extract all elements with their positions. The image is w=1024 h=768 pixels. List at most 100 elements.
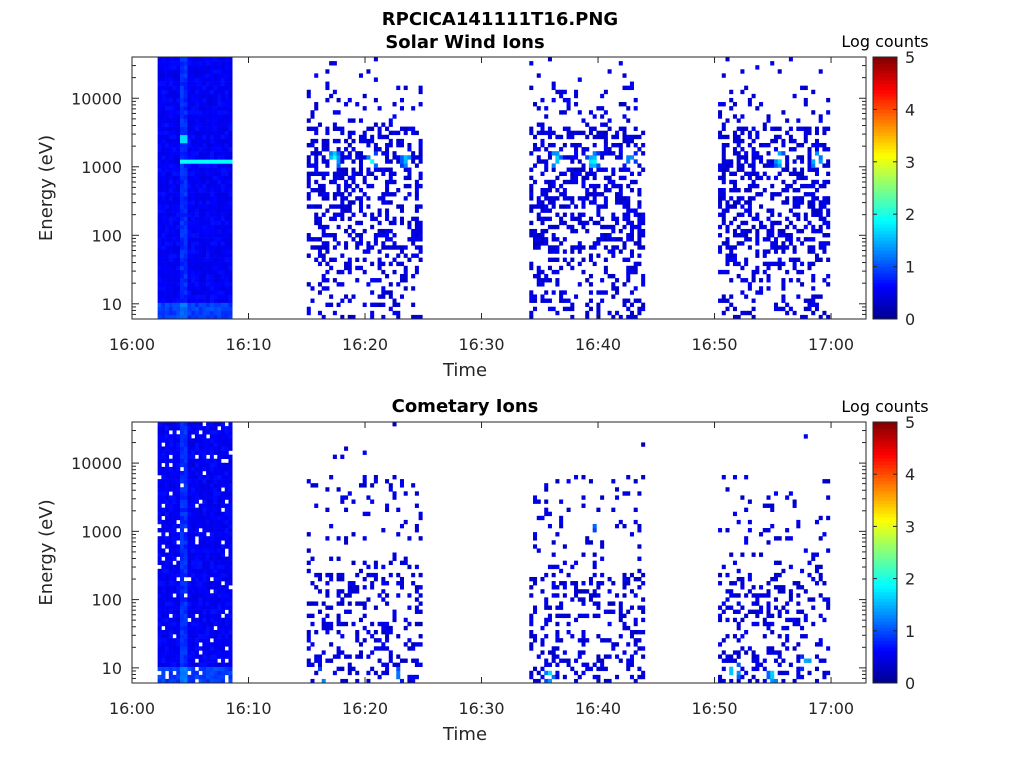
heatmap-cell [202,77,207,82]
heatmap-cell [213,310,218,316]
heatmap-cell [325,581,330,586]
heatmap-cell [168,499,173,504]
heatmap-cell [198,167,203,172]
heatmap-cell [388,192,393,197]
heatmap-cell [581,147,586,152]
heatmap-cell [533,179,538,185]
heatmap-cell [544,278,549,283]
heatmap-cell [306,126,311,131]
heatmap-cell [176,85,181,91]
heatmap-cell [198,548,203,553]
heatmap-cell [172,654,177,659]
heatmap-cell [194,253,199,258]
heatmap-cell [336,171,341,177]
heatmap-cell [194,179,199,185]
heatmap-cell [732,253,737,258]
heatmap-cell [317,216,322,222]
heatmap-cell [785,155,790,160]
heatmap-cell [744,85,749,91]
heatmap-cell [340,192,345,197]
heatmap-cell [540,204,545,209]
heatmap-cell [588,290,593,295]
heatmap-cell [198,151,203,156]
heatmap-cell [792,257,797,262]
heatmap-cell [202,81,207,86]
heatmap-cell [194,430,199,435]
heatmap-cell [577,212,582,217]
heatmap-cell [344,241,349,246]
heatmap-cell [224,224,229,230]
heatmap-cell [629,188,634,193]
heatmap-cell [344,228,349,234]
heatmap-cell [191,290,196,295]
heatmap-cell [161,576,166,582]
heatmap-cell [721,167,726,172]
heatmap-cell [540,282,545,287]
heatmap-cell [213,118,218,123]
heatmap-cell [310,621,315,627]
heatmap-cell [755,155,760,160]
heatmap-cell [176,253,181,258]
heatmap-cell [570,155,575,160]
heatmap-cell [770,212,775,217]
heatmap-cell [209,617,214,623]
heatmap-cell [351,589,356,594]
heatmap-cell [172,89,177,95]
heatmap-cell [161,261,166,267]
heatmap-cell [224,470,229,476]
heatmap-cell [529,85,534,91]
heatmap-cell [585,314,590,319]
heatmap-cell [165,282,170,287]
heatmap-cell [751,273,756,279]
heatmap-cell [157,483,162,488]
heatmap-cell [183,515,188,521]
heatmap-cell [168,134,173,140]
heatmap-cell [221,306,226,312]
heatmap-cell [600,278,605,283]
heatmap-cell [217,438,222,443]
heatmap-cell [176,475,181,480]
heatmap-cell [191,507,196,513]
heatmap-cell [641,167,646,172]
heatmap-cell [206,188,211,193]
heatmap-cell [213,200,218,205]
heatmap-cell [224,629,229,635]
heatmap-cell [747,212,752,217]
heatmap-cell [191,670,196,676]
heatmap-cell [161,658,166,663]
heatmap-cell [209,674,214,680]
heatmap-cell [403,519,408,525]
heatmap-cell [194,118,199,123]
heatmap-cell [407,126,412,131]
heatmap-cell [228,507,233,513]
heatmap-cell [607,654,612,659]
heatmap-cell [228,212,233,217]
heatmap-cell [381,621,386,627]
heatmap-cell [224,634,229,639]
heatmap-cell [194,568,199,574]
heatmap-cell [306,118,311,123]
heatmap-cell [209,278,214,283]
heatmap-cell [751,216,756,222]
heatmap-cell [157,261,162,267]
heatmap-cell [172,192,177,197]
heatmap-cell [344,593,349,598]
heatmap-cell [221,646,226,651]
heatmap-cell [168,666,173,672]
heatmap-cell [399,658,404,663]
heatmap-cell [603,89,608,95]
heatmap-cell [637,298,642,303]
heatmap-cell [773,159,778,164]
heatmap-cell [547,196,552,201]
heatmap-cell [187,483,192,488]
heatmap-cell [157,466,162,472]
heatmap-cell [347,666,352,672]
heatmap-cell [317,188,322,193]
heatmap-cell [202,666,207,672]
heatmap-cell [165,564,170,570]
heatmap-cell [157,188,162,193]
heatmap-cell [314,102,319,107]
heatmap-cell [570,142,575,148]
heatmap-cell [168,528,173,533]
heatmap-cell [228,597,233,602]
